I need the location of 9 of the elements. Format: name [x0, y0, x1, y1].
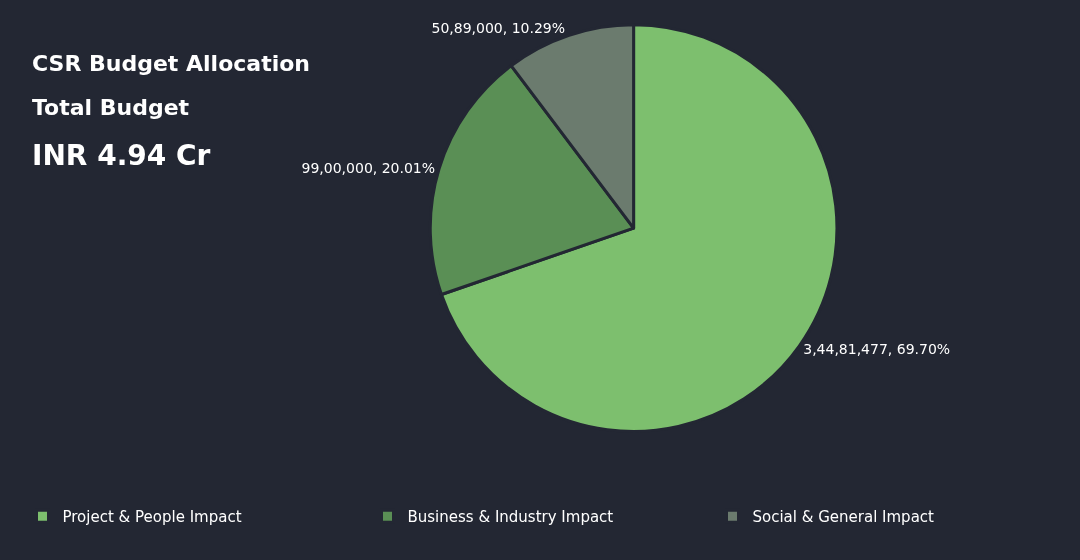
text: CSR Budget Allocation	[32, 51, 310, 76]
legend-label: Business & Industry Impact	[407, 508, 614, 527]
legend-label: Social & General Impact	[752, 508, 935, 527]
data-label: 3,44,81,477, 69.70%	[803, 340, 951, 357]
text: Total Budget	[32, 95, 190, 120]
data-label: 99,00,000, 20.01%	[301, 160, 436, 177]
text: INR 4.94 Cr	[32, 139, 211, 172]
legend-label: Project & People Impact	[62, 508, 242, 527]
data-label: 50,89,000, 10.29%	[431, 20, 566, 37]
